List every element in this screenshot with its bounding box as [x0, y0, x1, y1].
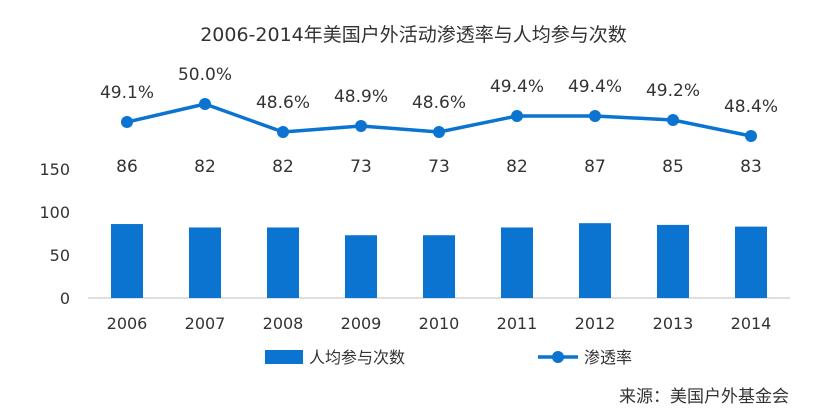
line-point — [745, 130, 757, 142]
line-point — [277, 126, 289, 138]
bar — [501, 227, 533, 298]
bar-data-label: 73 — [350, 157, 372, 177]
line-point — [433, 126, 445, 138]
bar — [735, 226, 767, 298]
line-data-label: 50.0% — [178, 65, 232, 85]
bar-data-label: 82 — [272, 157, 294, 177]
line-data-label: 49.4% — [490, 77, 544, 97]
x-tick-label: 2006 — [107, 314, 148, 333]
bar-data-label: 83 — [740, 157, 762, 177]
chart-title: 2006-2014年美国户外活动渗透率与人均参与次数 — [200, 24, 627, 46]
y-tick-label: 50 — [50, 246, 70, 265]
line-data-label: 49.4% — [568, 77, 622, 97]
bar — [657, 224, 689, 298]
line-point — [121, 116, 133, 128]
legend-line-label: 渗透率 — [584, 348, 632, 367]
bar — [111, 224, 143, 298]
line-data-label: 49.1% — [100, 83, 154, 103]
line-data-label: 48.6% — [256, 93, 310, 113]
x-tick-label: 2008 — [263, 314, 304, 333]
y-tick-label: 0 — [60, 289, 70, 308]
line-data-label: 48.4% — [724, 97, 778, 117]
bar-data-label: 73 — [428, 157, 450, 177]
x-tick-label: 2007 — [185, 314, 226, 333]
x-tick-label: 2012 — [575, 314, 616, 333]
line-point — [511, 110, 523, 122]
bar-data-label: 86 — [116, 157, 138, 177]
bar-data-label: 85 — [662, 157, 684, 177]
line-point — [667, 114, 679, 126]
bar — [345, 235, 377, 298]
line-data-label: 49.2% — [646, 81, 700, 101]
bar-data-label: 82 — [194, 157, 216, 177]
bar-data-label: 87 — [584, 157, 606, 177]
line-point — [355, 120, 367, 132]
x-tick-label: 2014 — [731, 314, 772, 333]
bar — [267, 227, 299, 298]
line-point — [199, 98, 211, 110]
x-tick-label: 2013 — [653, 314, 694, 333]
x-tick-label: 2009 — [341, 314, 382, 333]
bar — [189, 227, 221, 298]
line-data-label: 48.9% — [334, 87, 388, 107]
legend-line-marker — [552, 351, 564, 363]
x-tick-label: 2011 — [497, 314, 538, 333]
line-point — [589, 110, 601, 122]
legend-bar-swatch — [265, 350, 303, 364]
source-note: 来源：美国户外基金会 — [619, 387, 789, 407]
x-tick-label: 2010 — [419, 314, 460, 333]
bar-data-label: 82 — [506, 157, 528, 177]
y-tick-label: 100 — [39, 203, 70, 222]
bar — [579, 223, 611, 298]
y-tick-label: 150 — [39, 160, 70, 179]
bar — [423, 235, 455, 298]
line-data-label: 48.6% — [412, 93, 466, 113]
legend-bar-label: 人均参与次数 — [309, 348, 405, 367]
